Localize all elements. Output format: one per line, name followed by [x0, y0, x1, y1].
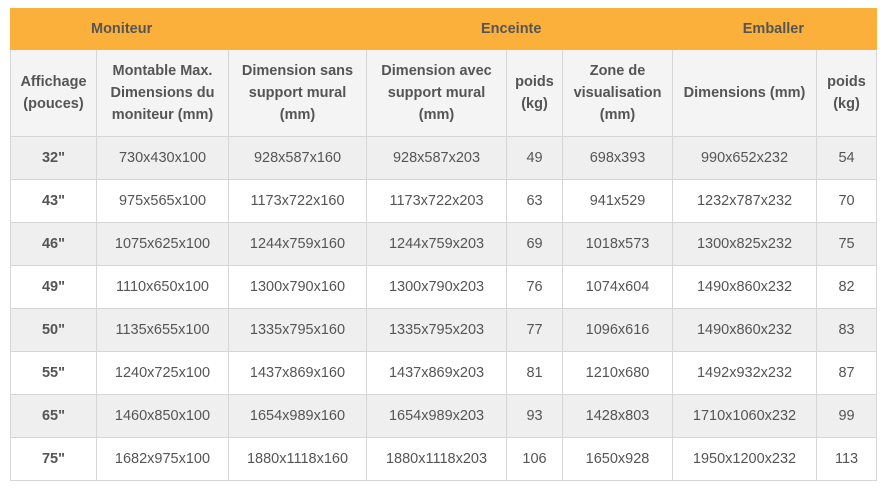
cell-viewing-area: 1650x928	[562, 437, 674, 481]
table-body: 32" 730x430x100 928x587x160 928x587x203 …	[10, 136, 878, 481]
cell-package-dimensions: 1492x932x232	[672, 351, 818, 395]
cell-monitor-dimensions: 1460x850x100	[96, 394, 229, 438]
cell-size: 65"	[10, 394, 97, 438]
cell-with-mount: 1335x795x203	[366, 308, 508, 352]
cell-without-mount: 1437x869x160	[227, 351, 368, 395]
cell-viewing-area: 698x393	[562, 136, 674, 180]
cell-weight: 49	[506, 136, 564, 180]
column-header-montable-max: Montable Max. Dimensions du moniteur (mm…	[96, 49, 229, 137]
table-row: 50" 1135x655x100 1335x795x160 1335x795x2…	[10, 308, 878, 352]
cell-weight: 93	[506, 394, 564, 438]
cell-package-dimensions: 1490x860x232	[672, 308, 818, 352]
table-row: 75" 1682x975x100 1880x1118x160 1880x1118…	[10, 437, 878, 481]
spec-table: Moniteur Enceinte Emballer Affichage (po…	[9, 8, 878, 481]
cell-viewing-area: 1428x803	[562, 394, 674, 438]
cell-viewing-area: 1018x573	[562, 222, 674, 266]
cell-size: 49"	[10, 265, 97, 309]
cell-package-weight: 113	[816, 437, 878, 481]
table-row: 32" 730x430x100 928x587x160 928x587x203 …	[10, 136, 878, 180]
cell-with-mount: 1437x869x203	[366, 351, 508, 395]
cell-weight: 77	[506, 308, 564, 352]
group-emballer: Emballer	[672, 8, 878, 50]
cell-with-mount: 1880x1118x203	[366, 437, 508, 481]
cell-with-mount: 1244x759x203	[366, 222, 508, 266]
cell-package-weight: 70	[816, 179, 878, 223]
column-header-sans-support: Dimension sans support mural (mm)	[227, 49, 368, 137]
cell-package-weight: 99	[816, 394, 878, 438]
cell-viewing-area: 941x529	[562, 179, 674, 223]
cell-size: 55"	[10, 351, 97, 395]
cell-without-mount: 1335x795x160	[227, 308, 368, 352]
cell-weight: 76	[506, 265, 564, 309]
column-header-poids-emballage: poids (kg)	[816, 49, 878, 137]
column-header-zone-visualisation: Zone de visualisation (mm)	[562, 49, 674, 137]
cell-weight: 81	[506, 351, 564, 395]
cell-without-mount: 1300x790x160	[227, 265, 368, 309]
cell-with-mount: 928x587x203	[366, 136, 508, 180]
column-header-poids: poids (kg)	[506, 49, 564, 137]
table-row: 43" 975x565x100 1173x722x160 1173x722x20…	[10, 179, 878, 223]
cell-with-mount: 1300x790x203	[366, 265, 508, 309]
spec-table-container: Moniteur Enceinte Emballer Affichage (po…	[9, 8, 878, 481]
cell-package-dimensions: 1300x825x232	[672, 222, 818, 266]
cell-monitor-dimensions: 975x565x100	[96, 179, 229, 223]
cell-package-weight: 83	[816, 308, 878, 352]
group-enceinte: Enceinte	[366, 8, 674, 50]
cell-package-dimensions: 1232x787x232	[672, 179, 818, 223]
cell-package-weight: 87	[816, 351, 878, 395]
table-row: 65" 1460x850x100 1654x989x160 1654x989x2…	[10, 394, 878, 438]
cell-size: 46"	[10, 222, 97, 266]
cell-monitor-dimensions: 1240x725x100	[96, 351, 229, 395]
column-header-row: Affichage (pouces) Montable Max. Dimensi…	[10, 49, 878, 137]
group-moniteur: Moniteur	[9, 8, 368, 50]
cell-without-mount: 1880x1118x160	[227, 437, 368, 481]
cell-package-dimensions: 1490x860x232	[672, 265, 818, 309]
cell-package-dimensions: 1950x1200x232	[672, 437, 818, 481]
cell-viewing-area: 1074x604	[562, 265, 674, 309]
cell-without-mount: 1654x989x160	[227, 394, 368, 438]
column-header-avec-support: Dimension avec support mural (mm)	[366, 49, 508, 137]
table-row: 49" 1110x650x100 1300x790x160 1300x790x2…	[10, 265, 878, 309]
cell-monitor-dimensions: 1075x625x100	[96, 222, 229, 266]
cell-monitor-dimensions: 1110x650x100	[96, 265, 229, 309]
cell-package-dimensions: 990x652x232	[672, 136, 818, 180]
cell-without-mount: 1244x759x160	[227, 222, 368, 266]
cell-weight: 63	[506, 179, 564, 223]
group-header-row: Moniteur Enceinte Emballer	[9, 8, 878, 50]
cell-weight: 69	[506, 222, 564, 266]
cell-size: 32"	[10, 136, 97, 180]
column-header-dimensions-emballage: Dimensions (mm)	[672, 49, 818, 137]
cell-with-mount: 1654x989x203	[366, 394, 508, 438]
cell-size: 43"	[10, 179, 97, 223]
cell-weight: 106	[506, 437, 564, 481]
cell-monitor-dimensions: 1135x655x100	[96, 308, 229, 352]
cell-monitor-dimensions: 1682x975x100	[96, 437, 229, 481]
table-row: 46" 1075x625x100 1244x759x160 1244x759x2…	[10, 222, 878, 266]
cell-without-mount: 1173x722x160	[227, 179, 368, 223]
cell-size: 75"	[10, 437, 97, 481]
cell-package-weight: 54	[816, 136, 878, 180]
cell-without-mount: 928x587x160	[227, 136, 368, 180]
cell-monitor-dimensions: 730x430x100	[96, 136, 229, 180]
cell-package-weight: 75	[816, 222, 878, 266]
cell-viewing-area: 1210x680	[562, 351, 674, 395]
table-row: 55" 1240x725x100 1437x869x160 1437x869x2…	[10, 351, 878, 395]
cell-with-mount: 1173x722x203	[366, 179, 508, 223]
column-header-affichage: Affichage (pouces)	[10, 49, 97, 137]
cell-package-weight: 82	[816, 265, 878, 309]
cell-viewing-area: 1096x616	[562, 308, 674, 352]
cell-package-dimensions: 1710x1060x232	[672, 394, 818, 438]
cell-size: 50"	[10, 308, 97, 352]
